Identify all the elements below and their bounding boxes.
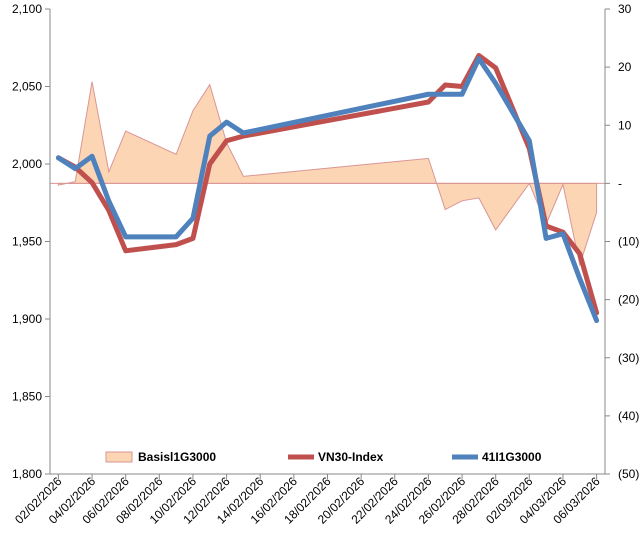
series-line-41i1g3000 [55,56,600,324]
plot-frame [50,9,605,474]
right-tick-label: (20) [618,293,639,307]
right-tick-label: (40) [618,409,639,423]
right-axis-ticks: (50) (40) (30) (20) (10) - 10 20 30 [605,2,639,481]
left-tick-label: 2,000 [12,157,42,171]
right-tick-label: - [618,176,622,190]
legend-swatch-basis [105,451,133,463]
left-tick-label: 1,800 [12,467,42,481]
right-tick-label: (10) [618,235,639,249]
legend-label-basis: Basisl1G3000 [138,450,216,464]
left-tick-label: 2,050 [12,80,42,94]
x-axis-ticks: 02/02/202604/02/202606/02/202608/02/2026… [12,474,603,527]
legend-label-41i1g3000: 41I1G3000 [482,450,542,464]
left-tick-label: 2,100 [12,2,42,16]
line-series-layer [55,53,600,324]
right-tick-label: 20 [618,60,632,74]
right-tick-label: (30) [618,351,639,365]
series-area-basis [57,81,598,267]
left-tick-label: 1,850 [12,390,42,404]
left-tick-label: 1,900 [12,312,42,326]
plot-area [50,9,605,474]
left-tick-label: 1,950 [12,235,42,249]
right-tick-label: 10 [618,118,632,132]
left-axis-ticks: 1,800 1,850 1,900 1,950 2,000 2,050 2,100 [12,2,50,481]
legend: Basisl1G3000 VN30-Index 41I1G3000 [105,450,542,464]
right-tick-label: (50) [618,467,639,481]
right-tick-label: 30 [618,2,632,16]
basis-area-layer [57,81,598,267]
legend-label-vn30: VN30-Index [318,450,384,464]
